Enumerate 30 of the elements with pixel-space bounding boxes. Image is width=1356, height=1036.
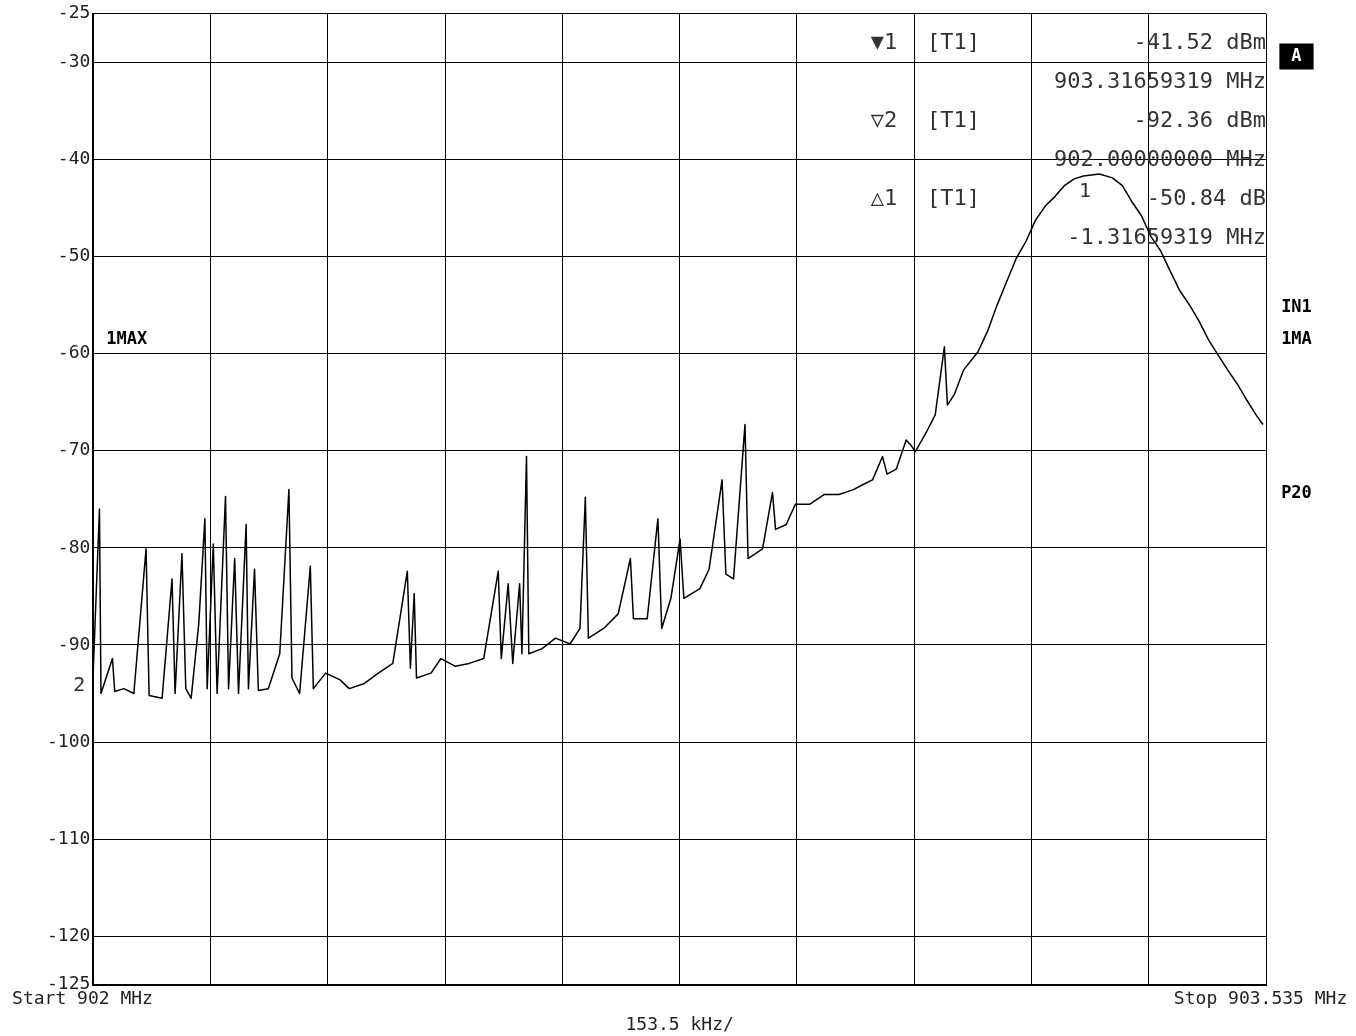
x-axis-title: 153.5 kHz/ [625,1012,734,1034]
y-tick-label: -120 [46,923,91,945]
annotation: ▼1 [870,28,898,54]
annotation: [T1] [927,184,981,210]
annotation: 2 [73,672,86,697]
annotation: 1 [1079,178,1092,203]
annotation: 1MAX [106,328,148,349]
y-tick-label: -80 [57,535,91,557]
y-tick-label: -70 [57,438,91,460]
text: 1MA [1281,328,1312,349]
annotation: [T1] [927,107,981,133]
annotation: ▽2 [870,107,898,133]
text: A [1291,44,1302,65]
annotation: [T1] [927,28,981,54]
y-tick-label: -60 [57,341,91,363]
y-tick-label: -90 [57,632,91,654]
text: P20 [1281,481,1312,502]
text: IN1 [1281,296,1312,317]
x-tick-label: 903.535 [1228,987,1304,1009]
annotation: △1 [870,184,898,210]
annotation: -50.84 dB [1146,184,1266,210]
y-tick-label: -110 [46,826,91,848]
y-tick-label: -25 [57,1,91,23]
text: Stop [1173,987,1218,1009]
y-tick-label: -40 [57,147,91,169]
text: MHz [120,987,153,1009]
y-tick-label: -50 [57,244,91,266]
text: MHz [1314,987,1348,1009]
y-tick-label: -30 [57,50,91,72]
y-tick-label: -100 [46,729,91,751]
